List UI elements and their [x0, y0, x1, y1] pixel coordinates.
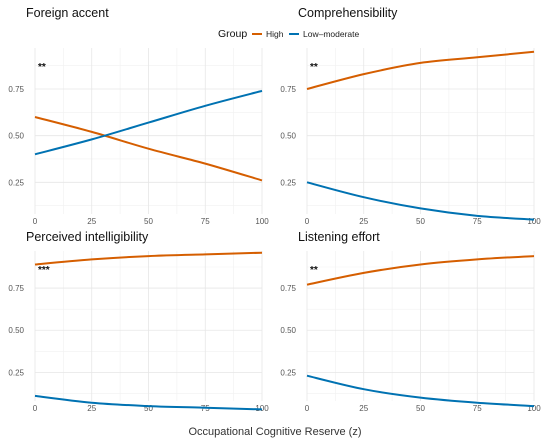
x-tick-label: 0 — [33, 217, 38, 226]
x-tick-label: 25 — [359, 404, 368, 413]
x-tick-label: 50 — [416, 404, 425, 413]
grid — [34, 48, 263, 214]
grid — [306, 251, 535, 401]
panel-listening-effort: Listening effort 0.25 0.50 0.75 0 25 50 … — [280, 230, 541, 413]
x-tick-label: 75 — [201, 217, 210, 226]
panel-title: Perceived intelligibility — [26, 230, 149, 244]
x-tick-label: 75 — [473, 404, 482, 413]
x-tick-label: 25 — [87, 404, 96, 413]
y-tick-label: 0.75 — [8, 85, 24, 94]
y-tick-label: 0.25 — [280, 178, 296, 187]
x-tick-labels: 0 25 50 75 100 — [33, 217, 269, 226]
x-tick-labels: 0 25 50 75 100 — [305, 404, 541, 413]
series-line-high — [34, 251, 263, 266]
y-tick-label: 0.50 — [280, 132, 296, 141]
series-line-low-moderate — [34, 89, 263, 156]
x-tick-label: 100 — [527, 217, 541, 226]
y-tick-labels: 0.25 0.50 0.75 — [8, 284, 24, 377]
x-tick-label: 100 — [527, 404, 541, 413]
x-tick-label: 25 — [359, 217, 368, 226]
y-tick-label: 0.25 — [8, 368, 24, 377]
y-tick-labels: 0.25 0.50 0.75 — [8, 85, 24, 187]
grid — [306, 48, 535, 214]
panel-comprehensibility: Comprehensibility 0.25 0.50 0.75 0 25 50… — [280, 6, 541, 226]
x-tick-label: 0 — [305, 217, 310, 226]
y-tick-label: 0.75 — [8, 284, 24, 293]
y-tick-label: 0.25 — [8, 178, 24, 187]
x-tick-label: 0 — [33, 404, 38, 413]
y-tick-labels: 0.25 0.50 0.75 — [280, 284, 296, 377]
x-tick-label: 50 — [144, 404, 153, 413]
panel-title: Listening effort — [298, 230, 380, 244]
legend-title: Group — [218, 28, 247, 40]
x-tick-labels: 0 25 50 75 100 — [305, 217, 541, 226]
panel-title: Comprehensibility — [298, 6, 398, 20]
x-tick-label: 75 — [473, 217, 482, 226]
x-tick-label: 0 — [305, 404, 310, 413]
y-tick-label: 0.50 — [8, 132, 24, 141]
x-tick-label: 25 — [87, 217, 96, 226]
x-tick-label: 50 — [144, 217, 153, 226]
panel-foreign-accent: Foreign accent 0.25 0.50 0.75 0 25 50 75… — [8, 6, 269, 226]
y-tick-label: 0.75 — [280, 85, 296, 94]
x-tick-label: 50 — [416, 217, 425, 226]
panel-perceived-intelligibility: Perceived intelligibility 0.25 0.50 0.75… — [8, 230, 269, 413]
series-line-low-moderate — [306, 181, 535, 221]
legend-label-high: High — [266, 29, 284, 39]
series-line-low-moderate — [34, 394, 263, 411]
x-tick-label: 100 — [255, 217, 269, 226]
y-tick-label: 0.50 — [280, 326, 296, 335]
panel-title: Foreign accent — [26, 6, 109, 20]
y-tick-labels: 0.25 0.50 0.75 — [280, 85, 296, 187]
legend-label-low-moderate: Low–moderate — [303, 29, 360, 39]
y-tick-label: 0.25 — [280, 368, 296, 377]
y-tick-label: 0.75 — [280, 284, 296, 293]
significance-annotation: ** — [310, 62, 318, 73]
x-tick-label: 100 — [255, 404, 269, 413]
series-line-low-moderate — [306, 374, 535, 408]
series-line-high — [306, 50, 535, 90]
series-line-high — [306, 255, 535, 286]
x-axis-label: Occupational Cognitive Reserve (z) — [188, 426, 361, 438]
significance-annotation: *** — [38, 265, 50, 276]
grid — [34, 251, 263, 401]
significance-annotation: ** — [38, 62, 46, 73]
y-tick-label: 0.50 — [8, 326, 24, 335]
legend: Group High Low–moderate — [218, 28, 360, 40]
series-line-high — [34, 116, 263, 182]
significance-annotation: ** — [310, 265, 318, 276]
